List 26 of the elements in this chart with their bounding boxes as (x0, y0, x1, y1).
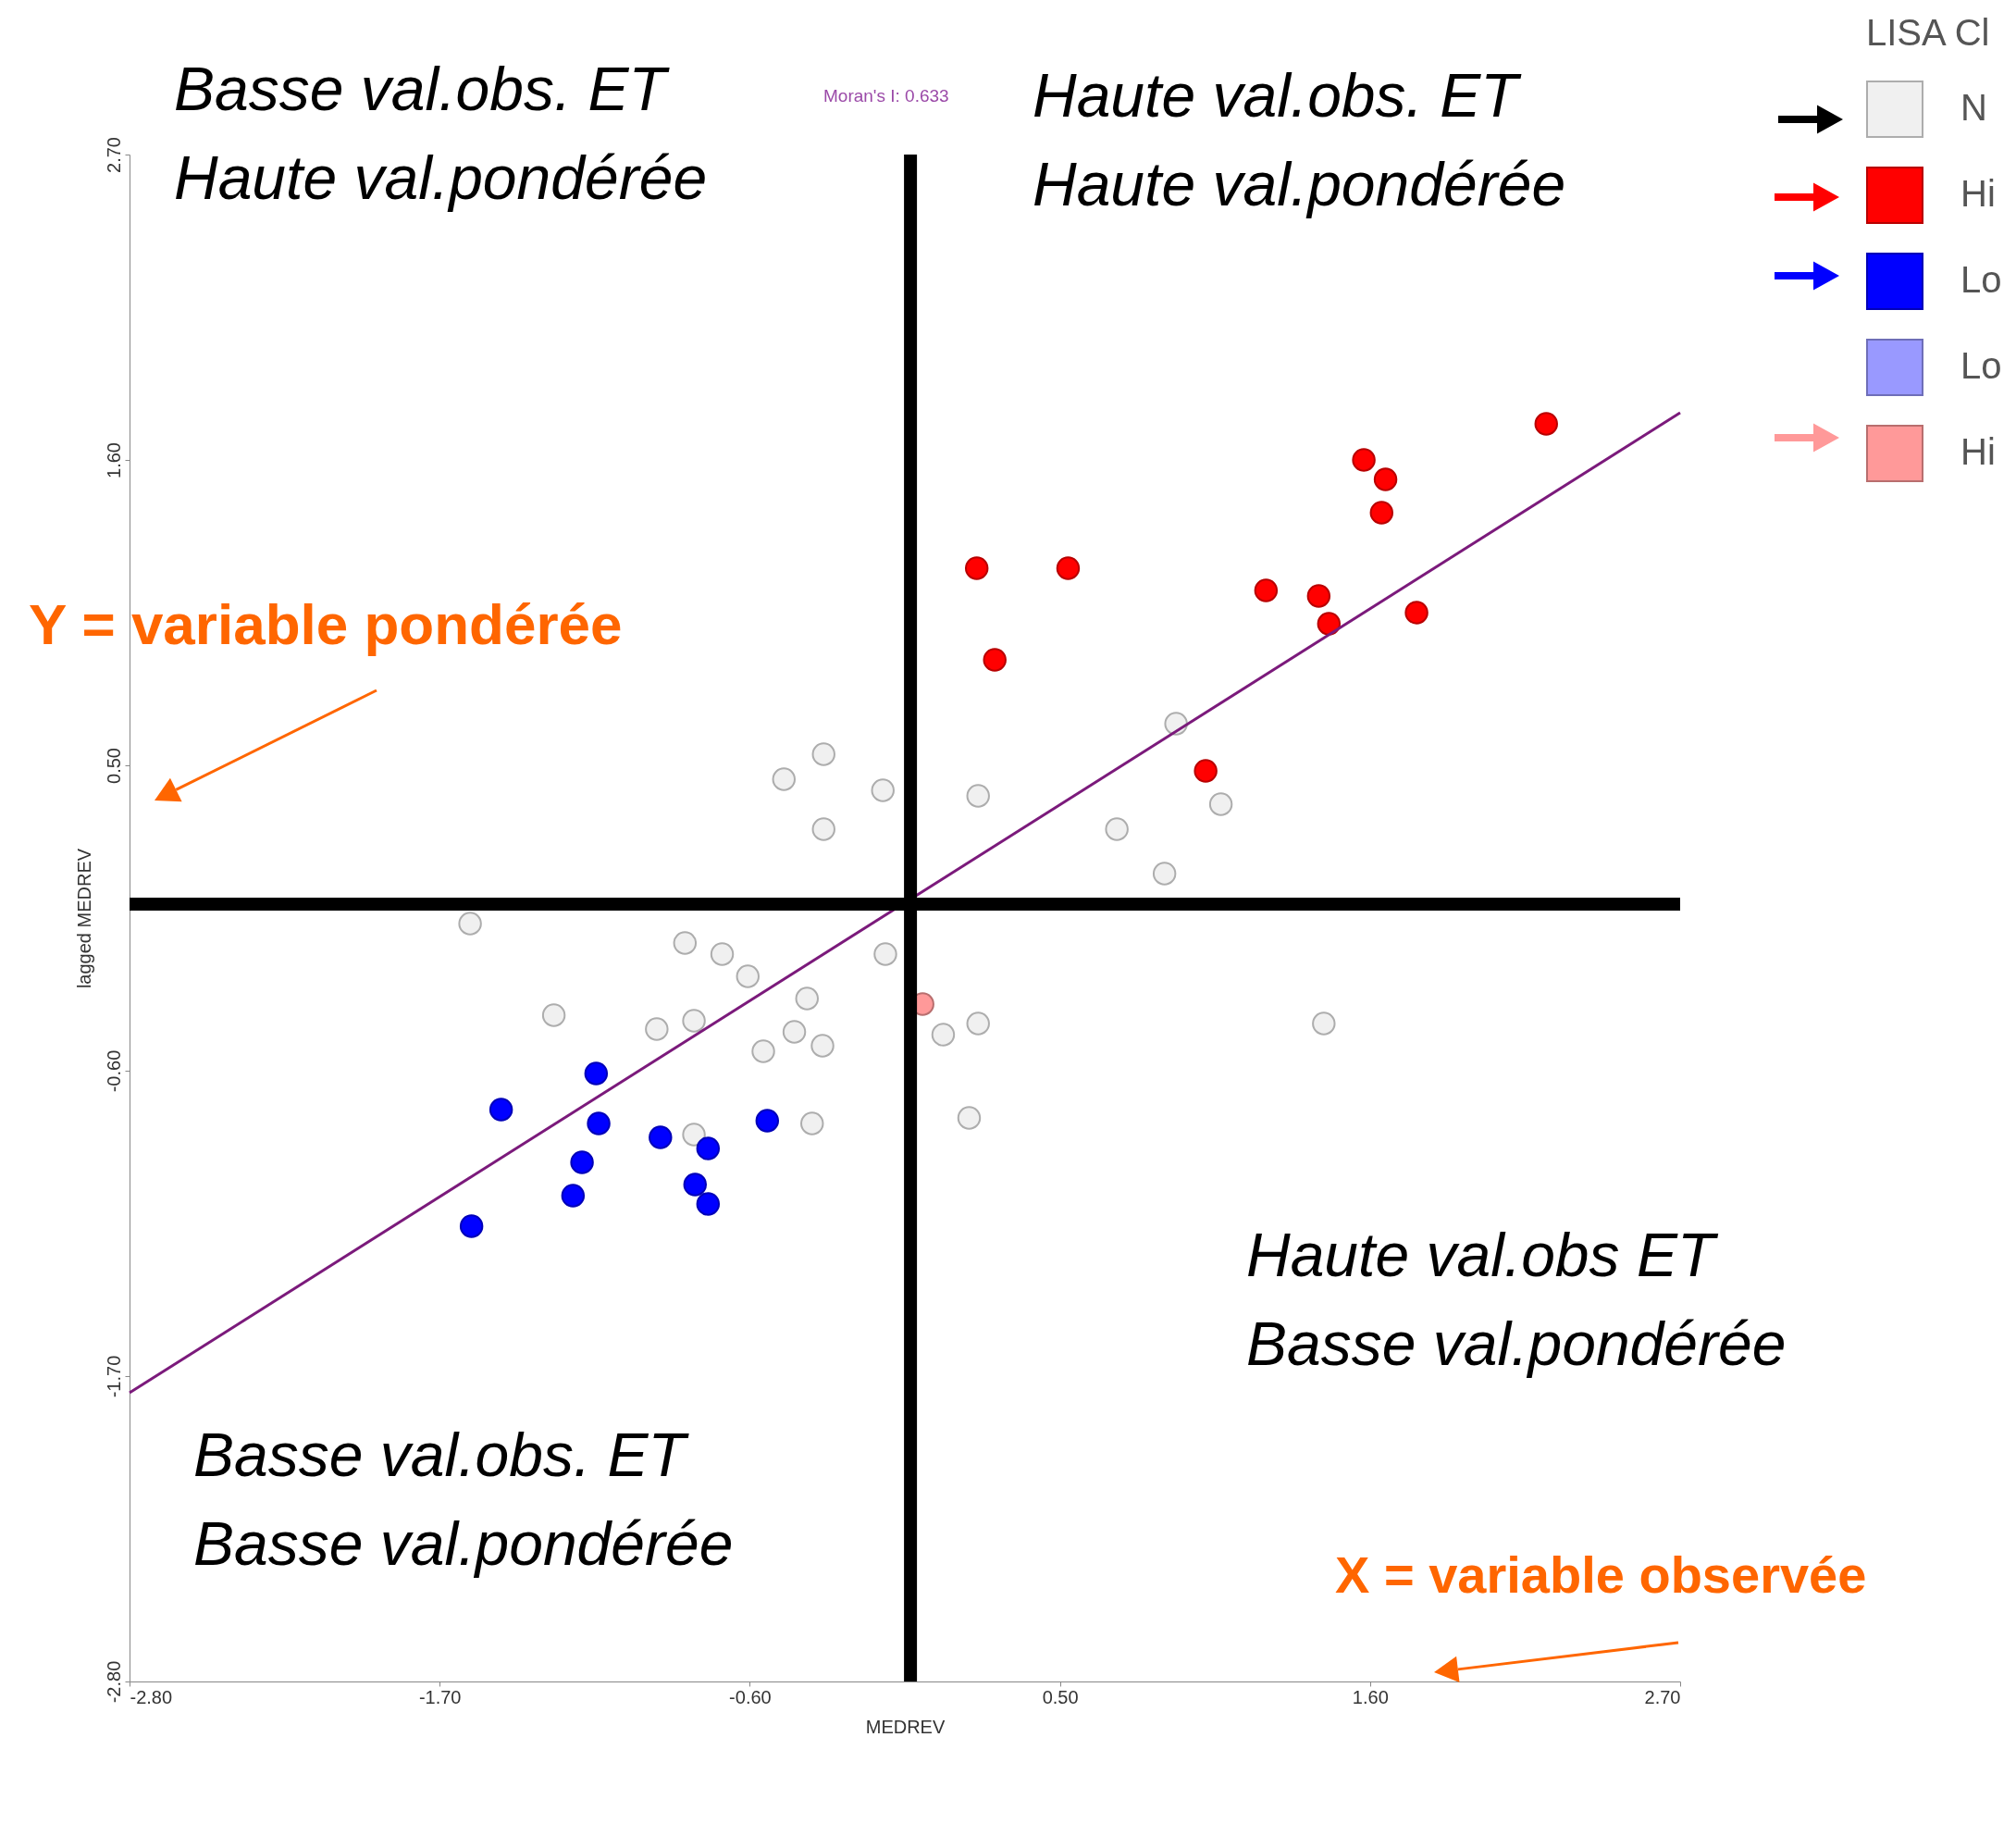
annotation: Haute val.obs. ET Haute val.pondérée (1033, 61, 1566, 218)
y-tick-label: 2.70 (103, 137, 124, 173)
y-tick-label: -1.70 (103, 1355, 124, 1398)
x-tick-label: -2.80 (130, 1686, 173, 1707)
legend-label: Lo (1960, 259, 2002, 300)
annotation: Haute val.obs ET Basse val.pondérée (1246, 1221, 1787, 1378)
annotation: Basse val.obs. ET Haute val.pondérée (174, 55, 708, 212)
x-tick-label: 1.60 (1352, 1686, 1389, 1707)
legend-title: LISA Cl (1866, 12, 1990, 53)
legend-label: Lo (1960, 345, 2002, 386)
y-tick-label: 1.60 (103, 442, 124, 478)
text: Moran's I: 0.633 (823, 86, 949, 105)
annotation: Basse val.obs. ET Basse val.pondérée (193, 1421, 734, 1578)
legend-label: Hi (1960, 431, 1996, 472)
x-tick-label: -1.70 (418, 1686, 462, 1707)
y-tick-label: 0.50 (103, 748, 124, 784)
x-tick-label: 2.70 (1644, 1686, 1681, 1707)
annotation: X = variable observée (1335, 1545, 1867, 1604)
x-axis-title: MEDREV (865, 1716, 946, 1737)
legend-label: N (1960, 87, 1987, 128)
x-tick-label: 0.50 (1042, 1686, 1079, 1707)
y-axis-title: lagged MEDREV (73, 848, 94, 989)
y-tick-label: -0.60 (103, 1049, 124, 1093)
x-tick-label: -0.60 (729, 1686, 772, 1707)
legend-label: Hi (1960, 173, 1996, 214)
annotation: Y = variable pondérée (29, 592, 623, 656)
